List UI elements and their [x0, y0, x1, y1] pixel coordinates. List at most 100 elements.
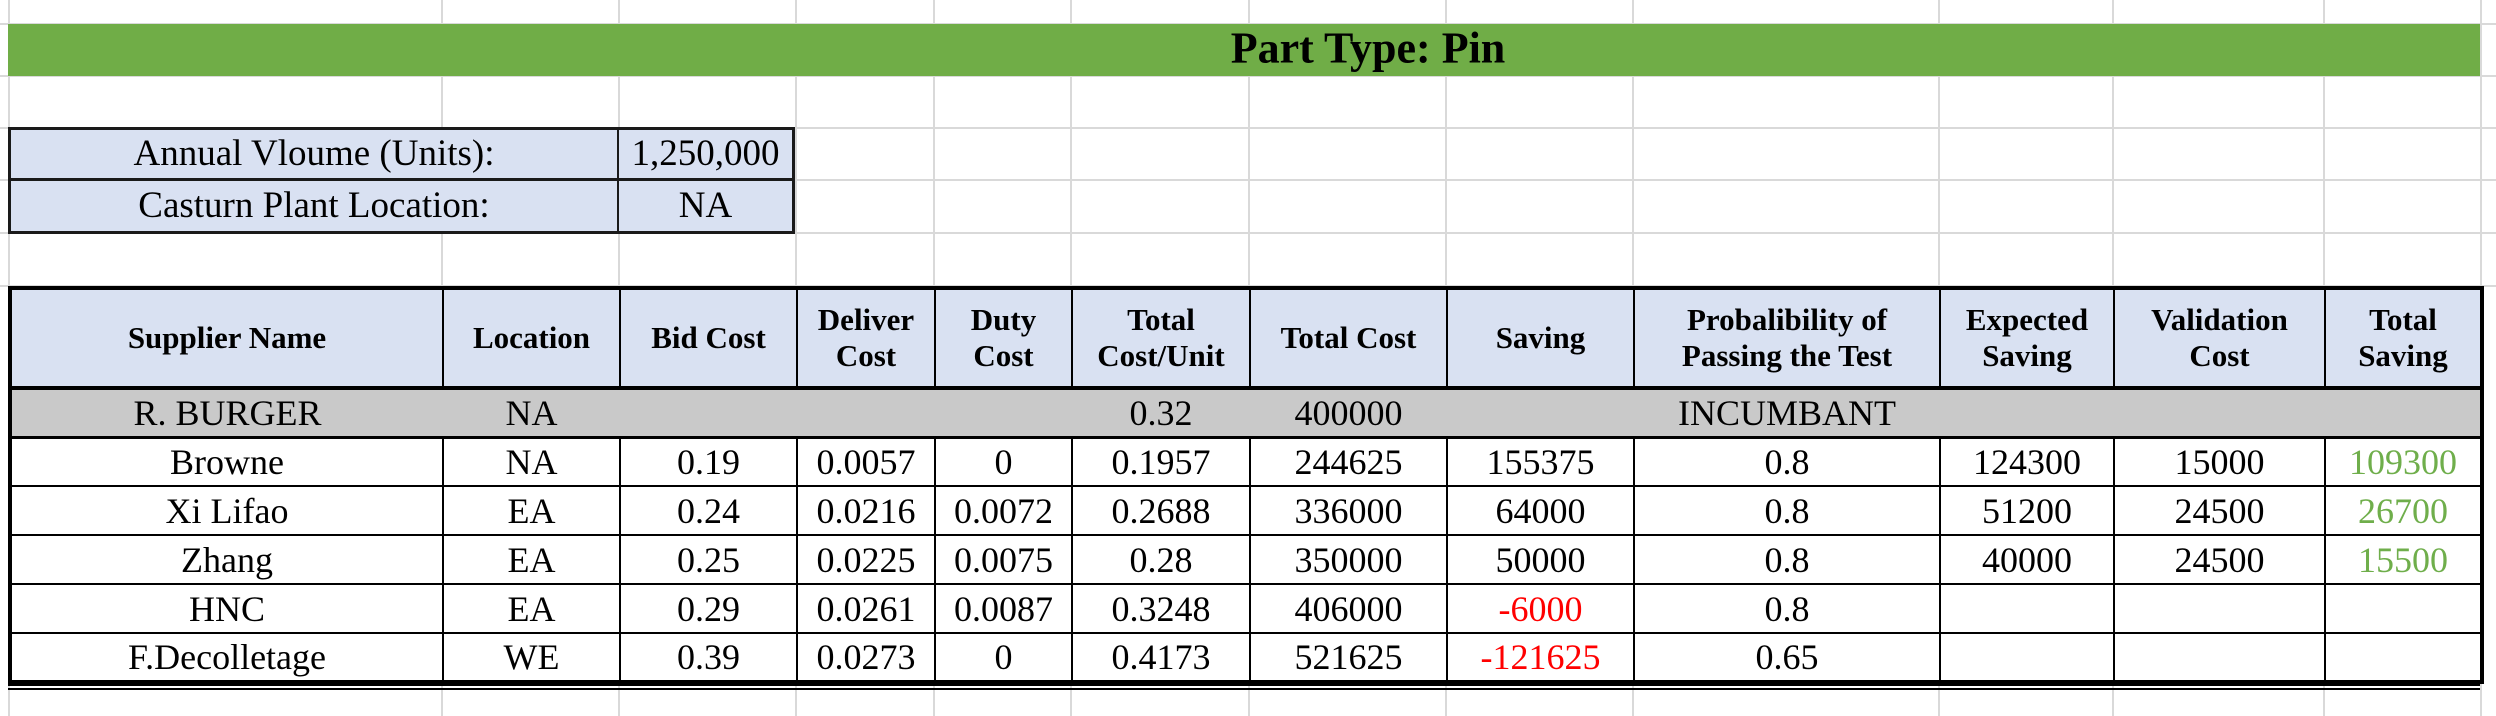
cell-total-cost[interactable]: 406000: [1249, 583, 1448, 634]
cell-location[interactable]: EA: [442, 583, 621, 634]
supplier-table: Supplier Name Location Bid Cost Deliver …: [8, 286, 2484, 684]
cell-saving[interactable]: -121625: [1446, 632, 1635, 683]
cell-location[interactable]: EA: [442, 485, 621, 536]
cell-supplier[interactable]: Zhang: [9, 534, 444, 585]
cell-probability[interactable]: 0.8: [1633, 534, 1941, 585]
cell-duty-cost[interactable]: [935, 386, 1072, 439]
cell-supplier[interactable]: R. BURGER: [10, 386, 443, 439]
cell-validation-cost[interactable]: [2113, 632, 2326, 683]
supplier-row: Zhang EA 0.25 0.0225 0.0075 0.28 350000 …: [9, 534, 2483, 585]
cell-validation-cost[interactable]: [2113, 583, 2326, 634]
cell-total-cost-unit[interactable]: 0.4173: [1071, 632, 1251, 683]
cell-total-cost[interactable]: 521625: [1249, 632, 1448, 683]
cell-total-cost[interactable]: 350000: [1249, 534, 1448, 585]
info-value-casturn-plant-location[interactable]: NA: [678, 185, 733, 227]
column-header-location[interactable]: Location: [442, 287, 621, 390]
info-label-casturn-plant-location[interactable]: Casturn Plant Location:: [11, 180, 619, 231]
cell-saving[interactable]: 64000: [1446, 485, 1635, 536]
cell-deliver-cost[interactable]: 0.0273: [796, 632, 936, 683]
cell-probability[interactable]: 0.8: [1633, 436, 1941, 487]
gridline: [0, 75, 2496, 77]
cell-total-cost-unit[interactable]: 0.32: [1072, 386, 1250, 439]
cell-duty-cost[interactable]: 0: [934, 436, 1073, 487]
cell-bid-cost[interactable]: 0.29: [619, 583, 798, 634]
part-type-title: Part Type: Pin: [1230, 23, 1506, 73]
column-header-total-cost[interactable]: Total Cost: [1249, 287, 1448, 390]
cell-total-cost[interactable]: 336000: [1249, 485, 1448, 536]
cell-saving[interactable]: 155375: [1446, 436, 1635, 487]
cell-supplier[interactable]: HNC: [9, 583, 444, 634]
cell-total-cost[interactable]: 400000: [1250, 386, 1447, 439]
column-header-duty-cost[interactable]: Duty Cost: [934, 287, 1073, 390]
cell-duty-cost[interactable]: 0.0087: [934, 583, 1073, 634]
supplier-table-wrap: Supplier Name Location Bid Cost Deliver …: [8, 286, 2484, 690]
cell-expected-saving[interactable]: 51200: [1939, 485, 2115, 536]
cell-probability[interactable]: 0.8: [1633, 583, 1941, 634]
cell-location[interactable]: WE: [442, 632, 621, 683]
cell-expected-saving[interactable]: [1940, 386, 2114, 439]
cell-saving[interactable]: -6000: [1446, 583, 1635, 634]
cell-location[interactable]: NA: [442, 436, 621, 487]
cell-expected-saving[interactable]: [1939, 583, 2115, 634]
cell-probability[interactable]: 0.65: [1633, 632, 1941, 683]
cell-deliver-cost[interactable]: 0.0057: [796, 436, 936, 487]
cell-duty-cost[interactable]: 0: [934, 632, 1073, 683]
cell-total-cost-unit[interactable]: 0.2688: [1071, 485, 1251, 536]
cell-location[interactable]: NA: [443, 386, 620, 439]
supplier-row: HNC EA 0.29 0.0261 0.0087 0.3248 406000 …: [9, 583, 2483, 634]
column-header-probability[interactable]: Probalibility of Passing the Test: [1633, 287, 1941, 390]
cell-duty-cost[interactable]: 0.0075: [934, 534, 1073, 585]
column-header-bid-cost[interactable]: Bid Cost: [619, 287, 798, 390]
column-header-saving[interactable]: Saving: [1446, 287, 1635, 390]
cell-expected-saving[interactable]: 124300: [1939, 436, 2115, 487]
cell-deliver-cost[interactable]: 0.0225: [796, 534, 936, 585]
cell-bid-cost[interactable]: [620, 386, 797, 439]
cell-total-saving[interactable]: 26700: [2324, 485, 2483, 536]
column-header-total-cost-unit[interactable]: Total Cost/Unit: [1071, 287, 1251, 390]
cell-total-saving[interactable]: [2324, 583, 2483, 634]
incumbent-row: R. BURGER NA 0.32 400000 INCUMBANT: [10, 386, 2482, 439]
cell-bid-cost[interactable]: 0.25: [619, 534, 798, 585]
supplier-row: F.Decolletage WE 0.39 0.0273 0 0.4173 52…: [9, 632, 2483, 683]
cell-validation-cost[interactable]: 15000: [2113, 436, 2326, 487]
supplier-row: Browne NA 0.19 0.0057 0 0.1957 244625 15…: [9, 436, 2483, 487]
cell-total-cost-unit[interactable]: 0.1957: [1071, 436, 1251, 487]
cell-expected-saving[interactable]: 40000: [1939, 534, 2115, 585]
cell-supplier[interactable]: Browne: [9, 436, 444, 487]
cell-supplier[interactable]: Xi Lifao: [9, 485, 444, 536]
header-row: Supplier Name Location Bid Cost Deliver …: [9, 287, 2483, 390]
cell-total-cost-unit[interactable]: 0.28: [1071, 534, 1251, 585]
cell-deliver-cost[interactable]: 0.0261: [796, 583, 936, 634]
cell-total-cost[interactable]: 244625: [1249, 436, 1448, 487]
cell-location[interactable]: EA: [442, 534, 621, 585]
column-header-deliver-cost[interactable]: Deliver Cost: [796, 287, 936, 390]
cell-total-saving[interactable]: [2325, 386, 2482, 439]
column-header-supplier-name[interactable]: Supplier Name: [9, 287, 444, 390]
cell-supplier[interactable]: F.Decolletage: [9, 632, 444, 683]
cell-probability[interactable]: INCUMBANT: [1634, 386, 1940, 439]
cell-probability[interactable]: 0.8: [1633, 485, 1941, 536]
cell-bid-cost[interactable]: 0.24: [619, 485, 798, 536]
column-header-expected-saving[interactable]: Expected Saving: [1939, 287, 2115, 390]
column-header-total-saving[interactable]: Total Saving: [2324, 287, 2483, 390]
cell-total-saving[interactable]: [2324, 632, 2483, 683]
cell-bid-cost[interactable]: 0.19: [619, 436, 798, 487]
cell-saving[interactable]: 50000: [1446, 534, 1635, 585]
cell-total-saving[interactable]: 109300: [2324, 436, 2483, 487]
cell-validation-cost[interactable]: 24500: [2113, 485, 2326, 536]
column-header-validation-cost[interactable]: Validation Cost: [2113, 287, 2326, 390]
cell-total-saving[interactable]: 15500: [2324, 534, 2483, 585]
cell-duty-cost[interactable]: 0.0072: [934, 485, 1073, 536]
info-value-annual-volume[interactable]: 1,250,000: [619, 130, 792, 181]
cell-validation-cost[interactable]: 24500: [2113, 534, 2326, 585]
supplier-row: Xi Lifao EA 0.24 0.0216 0.0072 0.2688 33…: [9, 485, 2483, 536]
cell-saving[interactable]: [1447, 386, 1634, 439]
cell-validation-cost[interactable]: [2114, 386, 2325, 439]
cell-bid-cost[interactable]: 0.39: [619, 632, 798, 683]
part-type-banner[interactable]: Part Type: Pin: [8, 23, 2480, 76]
cell-deliver-cost[interactable]: [797, 386, 935, 439]
cell-total-cost-unit[interactable]: 0.3248: [1071, 583, 1251, 634]
cell-expected-saving[interactable]: [1939, 632, 2115, 683]
info-label-annual-volume[interactable]: Annual Vloume (Units):: [11, 130, 619, 181]
cell-deliver-cost[interactable]: 0.0216: [796, 485, 936, 536]
